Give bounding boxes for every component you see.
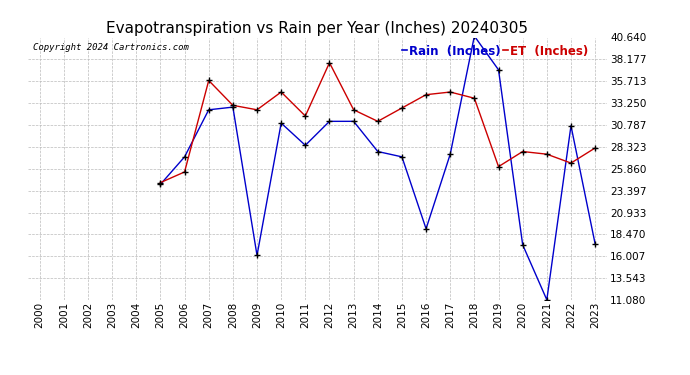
ET  (Inches) <box>277 90 285 94</box>
Rain  (Inches) <box>591 242 599 246</box>
Rain  (Inches) <box>277 121 285 125</box>
ET  (Inches) <box>566 161 575 165</box>
Rain  (Inches) <box>253 253 261 258</box>
Rain  (Inches) <box>349 119 357 124</box>
ET  (Inches) <box>422 93 430 97</box>
Rain  (Inches) <box>494 68 502 72</box>
Rain  (Inches) <box>542 298 551 302</box>
ET  (Inches) <box>325 60 333 65</box>
ET  (Inches) <box>518 149 526 154</box>
ET  (Inches) <box>301 114 309 118</box>
ET  (Inches) <box>494 164 502 169</box>
Rain  (Inches) <box>180 154 188 159</box>
ET  (Inches) <box>397 106 406 110</box>
Line: ET  (Inches): ET (Inches) <box>157 60 598 185</box>
Rain  (Inches) <box>446 152 454 156</box>
Line: Rain  (Inches): Rain (Inches) <box>157 33 598 303</box>
Rain  (Inches) <box>156 182 164 187</box>
ET  (Inches) <box>204 78 213 83</box>
ET  (Inches) <box>156 180 164 185</box>
Rain  (Inches) <box>518 243 526 247</box>
Rain  (Inches) <box>204 108 213 112</box>
Rain  (Inches) <box>373 149 382 154</box>
Rain  (Inches) <box>301 143 309 147</box>
Rain  (Inches) <box>470 34 478 38</box>
ET  (Inches) <box>591 146 599 150</box>
Rain  (Inches) <box>566 123 575 128</box>
ET  (Inches) <box>470 96 478 100</box>
Text: Copyright 2024 Cartronics.com: Copyright 2024 Cartronics.com <box>33 43 189 52</box>
ET  (Inches) <box>228 103 237 108</box>
Title: Evapotranspiration vs Rain per Year (Inches) 20240305: Evapotranspiration vs Rain per Year (Inc… <box>106 21 529 36</box>
ET  (Inches) <box>542 152 551 156</box>
Rain  (Inches) <box>397 154 406 159</box>
ET  (Inches) <box>446 90 454 94</box>
ET  (Inches) <box>373 119 382 124</box>
ET  (Inches) <box>180 170 188 174</box>
ET  (Inches) <box>349 108 357 112</box>
Rain  (Inches) <box>422 226 430 231</box>
Legend: Rain  (Inches), ET  (Inches): Rain (Inches), ET (Inches) <box>401 44 590 59</box>
ET  (Inches) <box>253 108 261 112</box>
Rain  (Inches) <box>228 105 237 110</box>
Rain  (Inches) <box>325 119 333 124</box>
